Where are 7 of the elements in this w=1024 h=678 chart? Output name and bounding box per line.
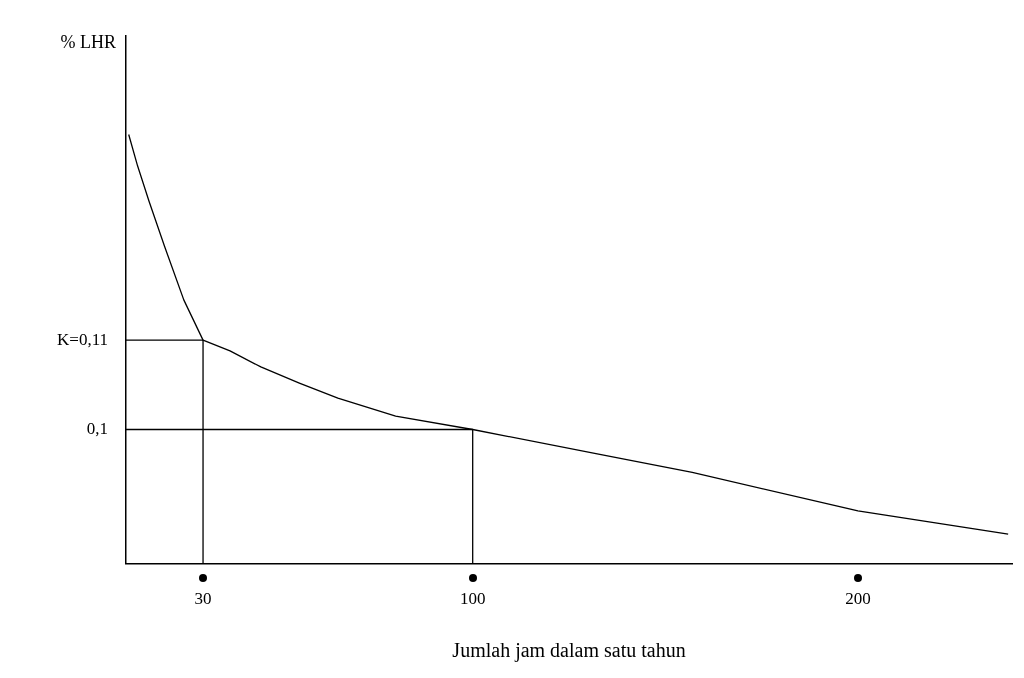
y-tick-label: K=0,11	[57, 329, 108, 349]
y-axis-title: % LHR	[60, 31, 116, 52]
x-tick-label: 30	[194, 589, 212, 609]
x-axis-title: Jumlah jam dalam satu tahun	[452, 639, 686, 663]
y-tick-label: 0,1	[86, 418, 108, 438]
x-tick-label: 200	[845, 589, 871, 609]
x-tick-label: 100	[459, 589, 486, 609]
